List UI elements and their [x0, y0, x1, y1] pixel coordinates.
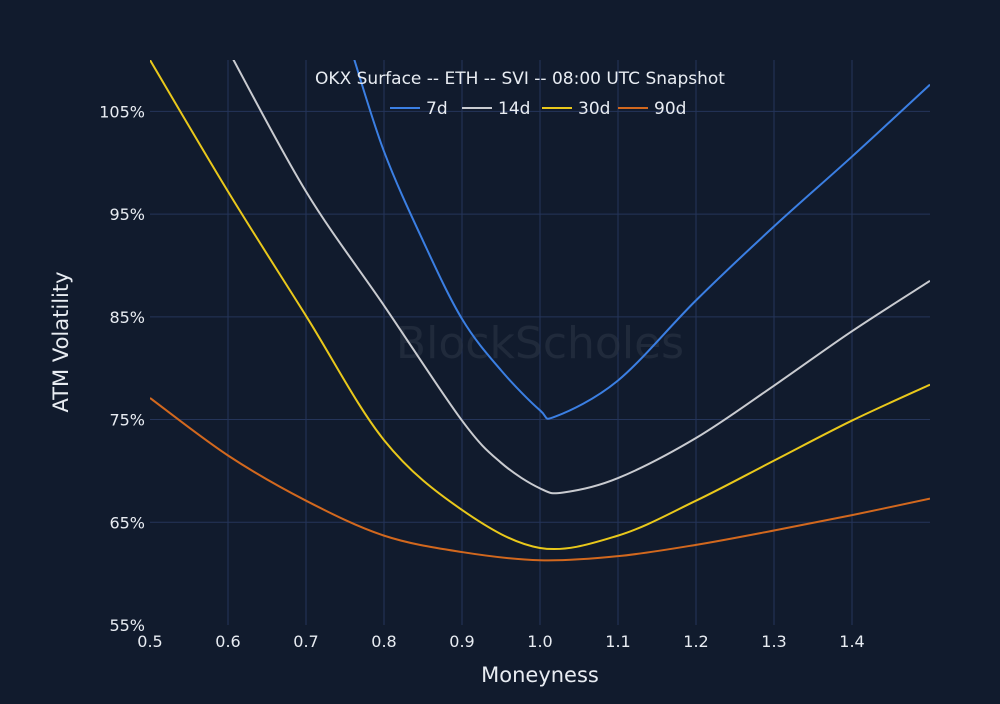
legend-item-7d[interactable]: 7d	[390, 99, 448, 119]
legend[interactable]: 7d 14d 30d 90d	[390, 99, 686, 119]
watermark: BlockScholes	[396, 318, 684, 369]
series-line-90d	[150, 397, 930, 562]
series-line-30d	[150, 60, 930, 551]
x-tick-label: 1.1	[605, 632, 630, 651]
chart-title: OKX Surface -- ETH -- SVI -- 08:00 UTC S…	[315, 69, 725, 89]
legend-item-30d[interactable]: 30d	[542, 99, 610, 119]
series-lines	[150, 60, 930, 562]
legend-label: 90d	[654, 99, 686, 119]
x-tick-label: 0.7	[293, 632, 318, 651]
y-tick-label: 65%	[109, 513, 145, 532]
y-tick-labels: 55% 65% 75% 85% 95% 105%	[99, 102, 145, 635]
x-tick-label: 0.9	[449, 632, 474, 651]
y-tick-label: 75%	[109, 411, 145, 430]
x-tick-label: 1.0	[527, 632, 552, 651]
x-tick-label: 1.3	[761, 632, 786, 651]
y-tick-label: 95%	[109, 205, 145, 224]
x-tick-label: 1.4	[839, 632, 864, 651]
series-line-14d	[232, 60, 930, 495]
legend-item-14d[interactable]: 14d	[462, 99, 530, 119]
x-tick-label: 0.8	[371, 632, 396, 651]
x-tick-label: 0.5	[137, 632, 162, 651]
legend-label: 30d	[578, 99, 610, 119]
legend-label: 7d	[426, 99, 448, 119]
x-axis-label: Moneyness	[481, 663, 599, 687]
x-tick-label: 0.6	[215, 632, 240, 651]
series-line-7d	[353, 60, 930, 420]
y-tick-label: 105%	[99, 102, 145, 121]
legend-label: 14d	[498, 99, 530, 119]
y-axis-label: ATM Volatility	[49, 271, 73, 412]
y-tick-label: 85%	[109, 308, 145, 327]
y-tick-label: 55%	[109, 616, 145, 635]
legend-item-90d[interactable]: 90d	[618, 99, 686, 119]
x-tick-labels: 0.5 0.6 0.7 0.8 0.9 1.0 1.1 1.2 1.3 1.4	[137, 632, 864, 651]
x-tick-label: 1.2	[683, 632, 708, 651]
